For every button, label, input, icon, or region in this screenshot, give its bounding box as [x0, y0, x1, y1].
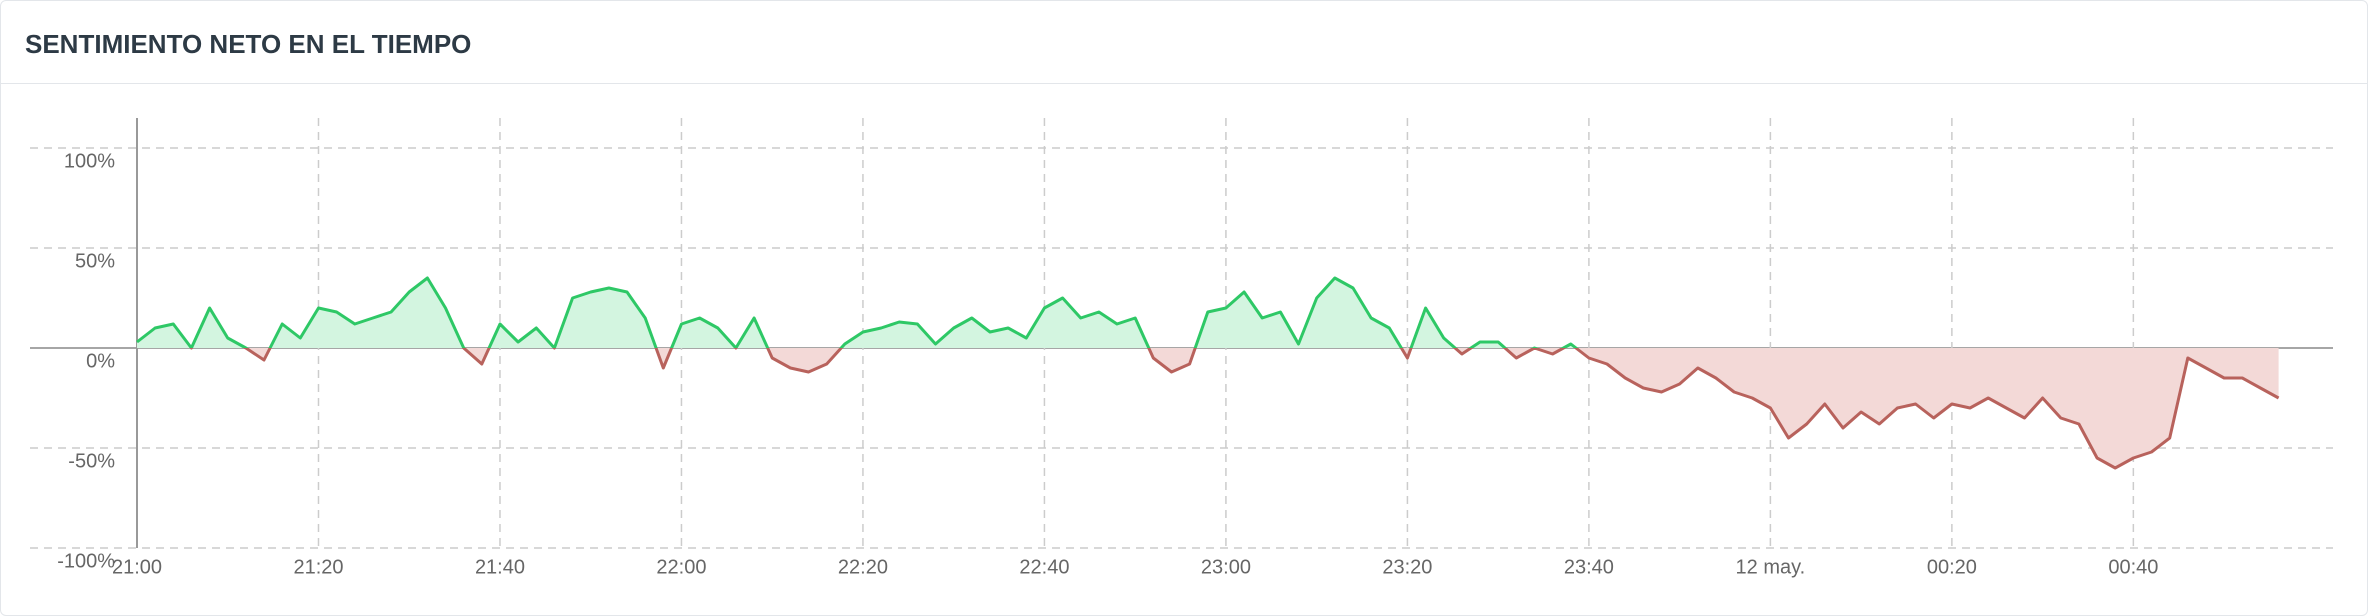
chart-title: SENTIMIENTO NETO EN EL TIEMPO: [25, 29, 472, 59]
x-tick-label: 00:40: [2108, 556, 2158, 578]
x-tick-label: 21:00: [112, 556, 162, 578]
x-tick-label: 23:40: [1564, 556, 1614, 578]
x-tick-label: 21:40: [475, 556, 525, 578]
y-tick-label: 0%: [86, 350, 115, 372]
x-tick-label: 12 may.: [1736, 556, 1806, 578]
y-tick-label: 50%: [75, 250, 115, 272]
x-tick-label: 22:40: [1019, 556, 1069, 578]
x-tick-label: 23:20: [1382, 556, 1432, 578]
x-tick-label: 23:00: [1201, 556, 1251, 578]
x-tick-label: 21:20: [293, 556, 343, 578]
area: [137, 278, 2279, 468]
x-tick-label: 22:00: [656, 556, 706, 578]
header: SENTIMIENTO NETO EN EL TIEMPO: [1, 1, 2367, 84]
line: [136, 276, 2280, 470]
y-tick-label: 100%: [64, 150, 115, 172]
y-tick-label: -50%: [68, 450, 115, 472]
x-tick-label: 00:20: [1927, 556, 1977, 578]
y-tick-label: -100%: [57, 550, 115, 572]
x-tick-label: 22:20: [838, 556, 888, 578]
